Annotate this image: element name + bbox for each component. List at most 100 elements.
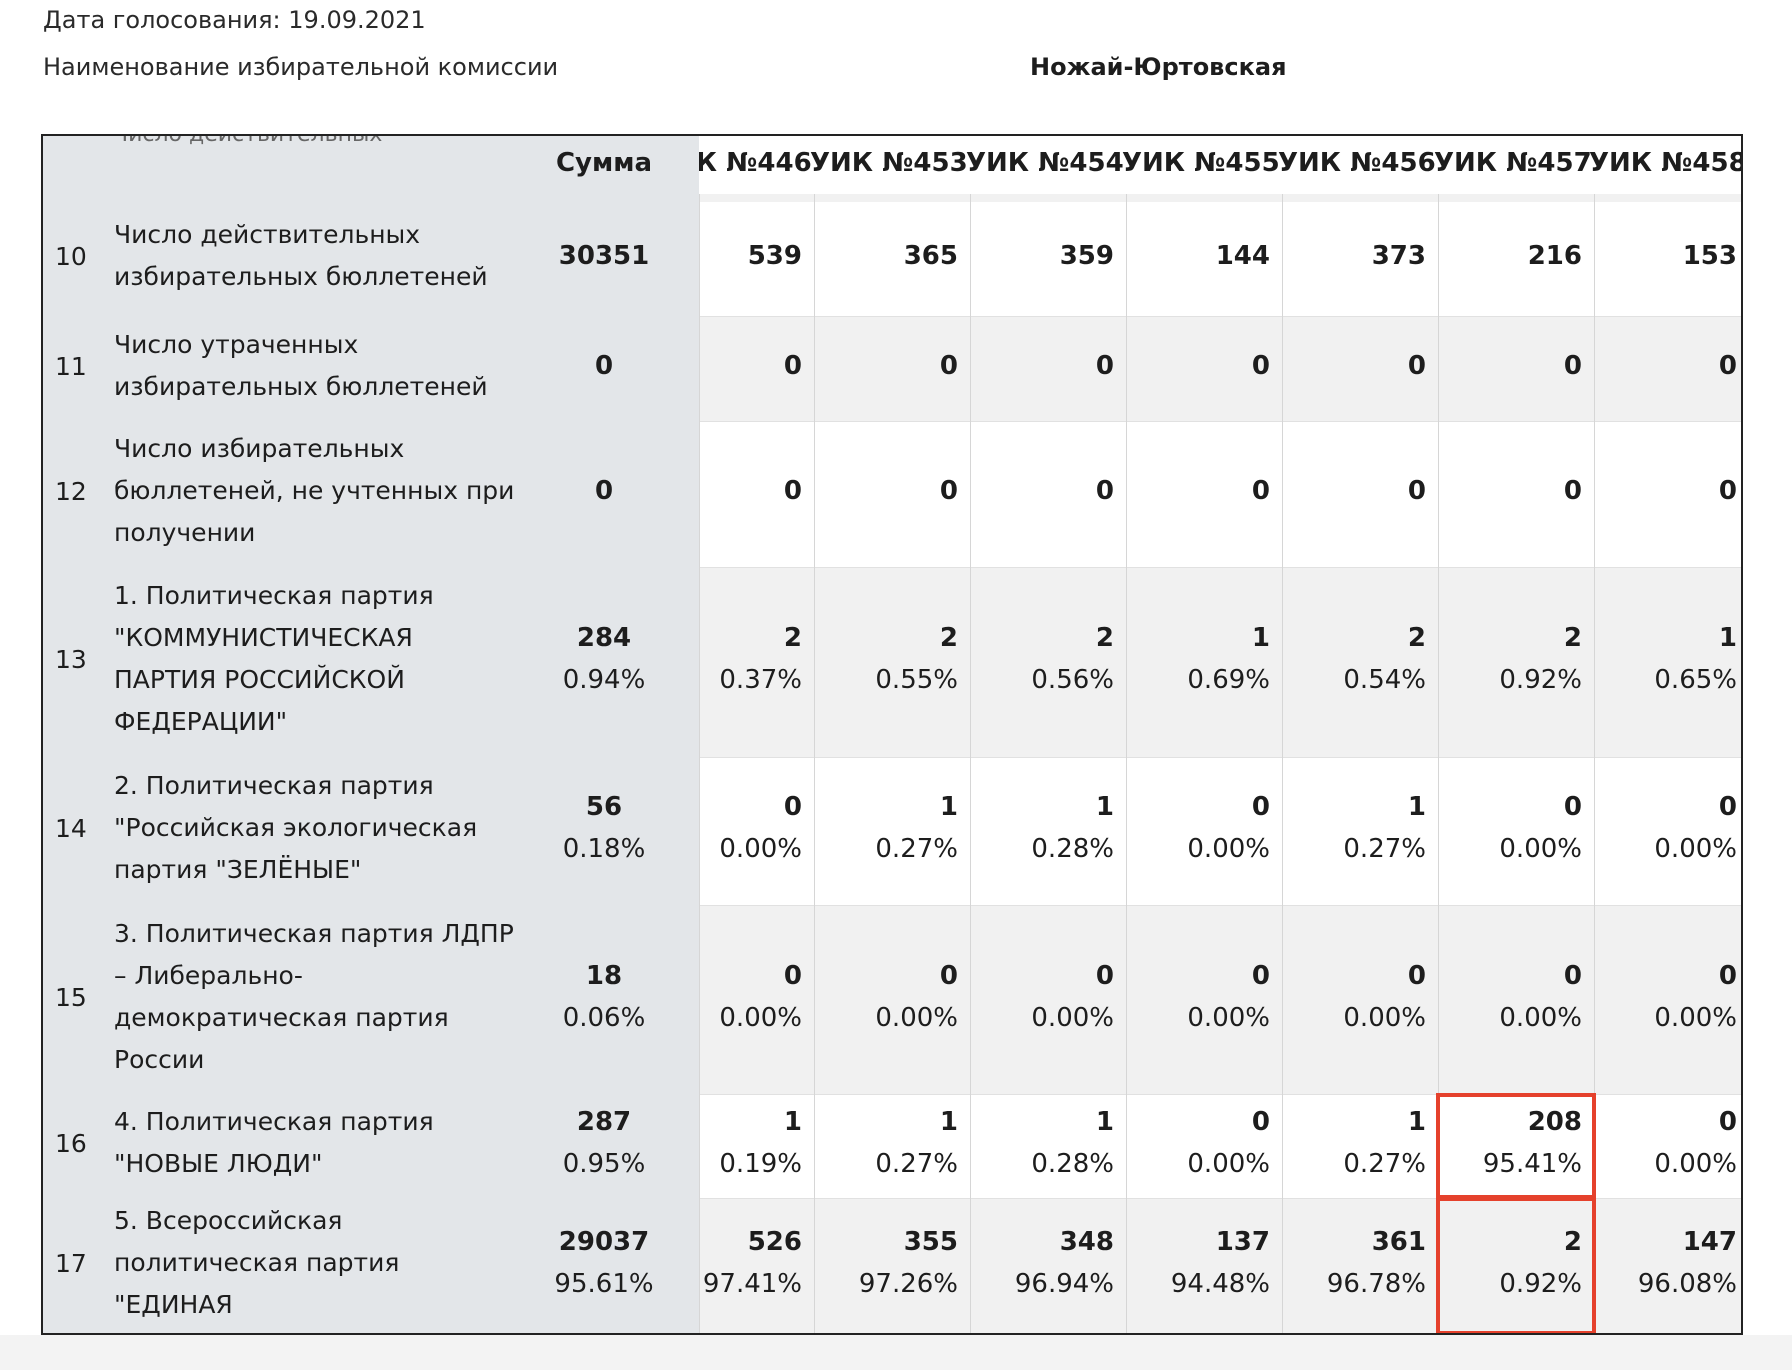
cell-percent: 0.00% [1187, 1002, 1270, 1033]
cell-value: 0 [783, 792, 802, 822]
row-number: 11 [55, 351, 87, 381]
cell-percent: 0.92% [1499, 665, 1582, 695]
uik-cell: 0 [1122, 345, 1270, 387]
table-row [699, 317, 1741, 422]
uik-cell: 0 [1434, 470, 1582, 512]
cell-value: 0 [1718, 350, 1737, 381]
uik-cell: 144 [1122, 235, 1270, 277]
uik-cell: 539 [654, 235, 802, 277]
cell-value: 0 [1718, 792, 1737, 822]
cell-percent: 0.00% [1499, 834, 1582, 864]
uik-cell: 0 [966, 470, 1114, 512]
cell-percent: 95.41% [1482, 1149, 1582, 1179]
sum-value: 30351 [558, 240, 650, 271]
row-name: Число действительных избирательных бюллет… [114, 219, 488, 291]
cell-percent: 0.00% [1187, 1149, 1270, 1179]
cell-percent: 0.37% [719, 665, 802, 695]
column-header-uik[interactable]: УИК №455 [1122, 148, 1280, 178]
uik-cell: 0 [1434, 345, 1582, 387]
cell-value: 0 [783, 350, 802, 381]
cell-value: 373 [1371, 240, 1426, 271]
uik-cell: 2 0.55% [810, 617, 958, 701]
sum-value: 56 [585, 792, 623, 822]
header-scroll-clip [607, 136, 699, 200]
row-name: 5. Всероссийская политическая партия "ЕДИ… [114, 1206, 400, 1333]
cell-value: 2 [939, 623, 958, 653]
column-divider [1594, 194, 1595, 1333]
uik-cell: 526 97.41% [654, 1221, 802, 1305]
cell-percent: 0.00% [1031, 1002, 1114, 1033]
sum-percent: 0.18% [562, 834, 646, 864]
fixed-columns-panel [43, 136, 699, 1333]
table-row [699, 568, 1741, 758]
cell-percent: 97.41% [702, 1269, 802, 1299]
uik-cell: 0 0.00% [1278, 955, 1426, 1039]
cell-value: 0 [1407, 350, 1426, 381]
cell-value: 147 [1682, 1227, 1737, 1257]
cell-percent: 0.00% [1654, 834, 1737, 864]
uik-cell: 2 0.56% [966, 617, 1114, 701]
cell-percent: 96.78% [1326, 1269, 1426, 1299]
sum-value: 284 [576, 623, 632, 653]
row-sum: 287 0.95% [539, 1101, 669, 1185]
cell-percent: 0.54% [1343, 665, 1426, 695]
results-table[interactable]: Число действительных УИК №446 УИК №453 УИК… [41, 134, 1743, 1335]
table-row [699, 422, 1741, 568]
column-header-uik[interactable]: УИК №453 [810, 148, 968, 178]
cell-percent: 0.00% [1343, 1002, 1426, 1033]
uik-cell: 0 0.00% [654, 786, 802, 870]
sum-value: 29037 [558, 1227, 650, 1257]
uik-cell: 0 0.00% [1589, 1101, 1737, 1185]
cell-value: 2 [783, 623, 802, 653]
cell-percent: 0.00% [719, 834, 802, 864]
table-row [699, 202, 1741, 317]
column-header-uik[interactable]: УИК №458 [1589, 148, 1743, 178]
column-header-uik[interactable]: УИК №454 [966, 148, 1124, 178]
uik-cell: 348 96.94% [966, 1221, 1114, 1305]
cell-value: 144 [1215, 240, 1270, 271]
cell-percent: 0.00% [1187, 834, 1270, 864]
row-number: 15 [55, 982, 87, 1012]
cell-percent: 0.55% [875, 665, 958, 695]
uik-cell: 1 0.65% [1589, 617, 1737, 701]
cell-value: 0 [939, 350, 958, 381]
sum-percent: 0.95% [562, 1149, 646, 1179]
sum-value: 287 [576, 1107, 632, 1137]
cell-percent: 0.56% [1031, 665, 1114, 695]
column-header-uik[interactable]: УИК №457 [1434, 148, 1592, 178]
cell-value: 1 [1251, 623, 1270, 653]
cell-value: 1 [939, 1107, 958, 1137]
cell-value: 0 [1095, 960, 1114, 991]
voting-date-value: 19.09.2021 [288, 6, 426, 34]
voting-date-line: Дата голосования: 19.09.2021 [43, 6, 426, 34]
cell-value: 0 [939, 476, 958, 506]
cell-value: 153 [1682, 240, 1737, 271]
row-sum: 18 0.06% [539, 955, 669, 1039]
uik-cell: 1 0.69% [1122, 617, 1270, 701]
row-name: 4. Политическая партия "НОВЫЕ ЛЮДИ" [114, 1107, 434, 1178]
commission-label: Наименование избирательной комиссии [43, 53, 559, 81]
uik-cell: 1 0.27% [810, 1101, 958, 1185]
cell-value: 2 [1563, 1227, 1582, 1257]
cell-value: 2 [1095, 623, 1114, 653]
column-divider [1438, 194, 1439, 1333]
uik-cell: 0 [1589, 470, 1737, 512]
column-divider [970, 194, 971, 1333]
highlight-box [1436, 1197, 1596, 1333]
row-sum: 29037 95.61% [539, 1221, 669, 1305]
cell-value: 0 [1407, 476, 1426, 506]
column-header-uik[interactable]: УИК №456 [1278, 148, 1436, 178]
cell-percent: 0.65% [1654, 665, 1737, 695]
cell-value: 0 [1251, 476, 1270, 506]
sum-value: 0 [594, 350, 614, 381]
cell-percent: 0.27% [1343, 1149, 1426, 1179]
row-sum: 56 0.18% [539, 786, 669, 870]
uik-cell: 1 0.28% [966, 786, 1114, 870]
row-sum: 0 [539, 470, 669, 512]
sum-value: 0 [594, 476, 614, 506]
cell-percent: 0.69% [1187, 665, 1270, 695]
uik-cell: 153 [1589, 235, 1737, 277]
sum-percent: 0.06% [562, 1002, 646, 1033]
uik-cell: 359 [966, 235, 1114, 277]
cell-value: 0 [1718, 960, 1737, 991]
